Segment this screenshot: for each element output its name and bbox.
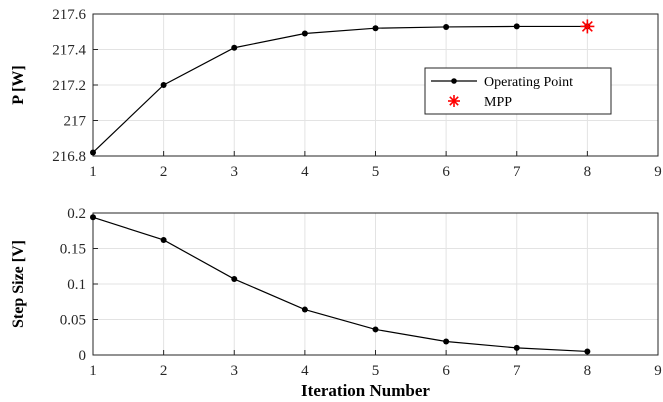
power-plot-xtick-label: 7 — [513, 164, 521, 180]
step-size-plot-ytick-label: 0.15 — [60, 242, 86, 258]
step-size-plot-xtick-label: 4 — [301, 363, 309, 379]
step-size-plot-series-point — [231, 276, 238, 283]
power-plot-xtick-label: 2 — [160, 164, 168, 180]
power-plot-xtick-label: 9 — [654, 164, 662, 180]
power-plot-xtick-label: 8 — [584, 164, 592, 180]
step-size-plot-series-point — [160, 236, 167, 243]
step-size-plot-xtick-label: 7 — [513, 363, 521, 379]
legend-mpp-marker — [448, 95, 460, 107]
power-plot-operating-point-point — [513, 23, 520, 30]
power-plot-xtick-label: 1 — [89, 164, 97, 180]
step-size-plot-ytick-label: 0.1 — [67, 277, 86, 293]
power-plot-xtick-label: 3 — [231, 164, 239, 180]
power-plot-operating-point-point — [231, 44, 238, 51]
step-size-plot-ytick-label: 0.2 — [67, 206, 86, 222]
step-size-plot-xtick-label: 3 — [231, 363, 239, 379]
power-plot-ytick-label: 217.4 — [52, 43, 86, 59]
step-size-plot-ylabel: Step Size [V] — [10, 240, 27, 328]
step-size-plot-ytick-label: 0.05 — [60, 313, 86, 329]
step-size-plot-series-point — [90, 214, 96, 221]
power-plot-ytick-label: 217.2 — [52, 78, 86, 94]
step-size-plot: 1 2 3 4 5 6 7 8 9 0 0.05 0.1 0.15 0.2 Step Size [V] I… — [10, 206, 662, 400]
legend-box — [424, 67, 612, 115]
power-plot-ytick-label: 217 — [64, 114, 87, 130]
step-size-plot-xlabel: Iteration Number — [301, 381, 430, 400]
step-size-plot-xtick-label: 6 — [442, 363, 450, 379]
step-size-plot-xtick-label: 1 — [89, 363, 97, 379]
power-plot-operating-point-point — [160, 82, 167, 88]
power-plot-mpp-point — [580, 19, 595, 34]
step-size-plot-series-line — [92, 216, 588, 353]
step-size-plot-series-point — [584, 348, 591, 355]
power-plot-operating-point-point — [372, 25, 379, 32]
legend-operating-point-marker — [451, 78, 457, 84]
power-plot-ytick-label: 217.6 — [52, 7, 86, 23]
step-size-plot-xtick-label: 8 — [584, 363, 592, 379]
power-plot-ytick-label: 216.8 — [52, 149, 86, 165]
step-size-plot-ytick-label: 0 — [79, 348, 87, 364]
power-plot-xtick-label: 4 — [301, 164, 309, 180]
legend: Operating Point MPP — [424, 67, 612, 115]
power-plot-xtick-label: 5 — [372, 164, 380, 180]
step-size-plot-series-point — [513, 344, 520, 351]
step-size-plot-xtick-label: 5 — [372, 363, 380, 379]
step-size-plot-xtick-label: 9 — [654, 363, 662, 379]
power-plot-operating-point-point — [443, 23, 450, 30]
legend-operating-point-label: Operating Point — [484, 75, 573, 90]
power-plot-xtick-label: 6 — [442, 164, 450, 180]
power-plot: 1 2 3 4 5 6 7 8 9 216.8 217 217.2 217.4 217.6 P [W] O… — [10, 7, 662, 180]
step-size-plot-series-point — [372, 326, 379, 333]
power-plot-ylabel: P [W] — [10, 65, 27, 105]
legend-mpp-label: MPP — [484, 95, 512, 110]
step-size-plot-series-point — [443, 338, 450, 345]
step-size-plot-xtick-label: 2 — [160, 363, 168, 379]
power-plot-operating-point-point — [301, 30, 308, 37]
power-plot-operating-point-point — [90, 149, 96, 156]
step-size-plot-series-point — [301, 306, 308, 313]
power-plot-operating-point-line — [92, 25, 588, 153]
